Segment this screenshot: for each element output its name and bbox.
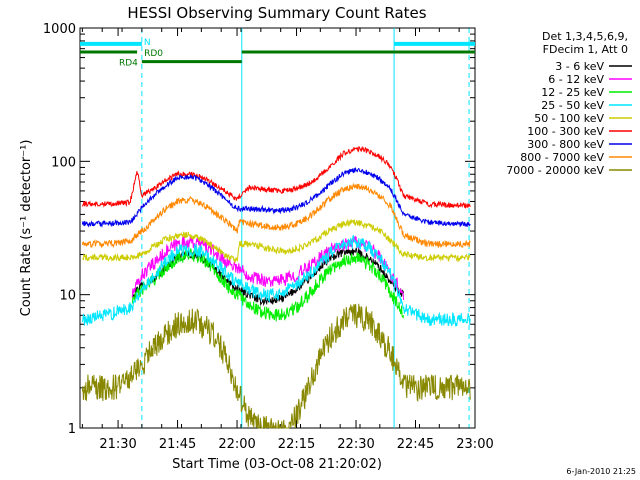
flag-n-label: N	[144, 38, 151, 48]
x-tick-label: 22:00	[218, 437, 255, 452]
y-tick-label: 1	[68, 422, 76, 437]
flag-rd4-label: RD4	[119, 59, 138, 69]
y-tick-label: 1000	[43, 22, 76, 37]
legend-label: 300 - 800 keV	[527, 138, 604, 151]
series-line-6	[81, 145, 471, 209]
x-tick-label: 21:45	[159, 437, 196, 452]
legend-label: 7000 - 20000 keV	[506, 164, 604, 177]
legend-label: 6 - 12 keV	[548, 73, 604, 86]
legend-label: 12 - 25 keV	[541, 86, 604, 99]
x-tick-label: 22:30	[337, 437, 374, 452]
series-line-2	[131, 235, 405, 301]
x-tick-label: 23:00	[456, 437, 493, 452]
x-tick-label: 22:45	[397, 437, 434, 452]
y-tick-label: 100	[51, 155, 76, 170]
legend: Det 1,3,4,5,6,9,FDecim 1, Att 0 3 - 6 keV…	[506, 30, 632, 177]
flag-rd0-label: RD0	[144, 49, 163, 59]
y-tick-label: 10	[59, 289, 76, 304]
legend-label: 3 - 6 keV	[555, 60, 604, 73]
legend-label: 50 - 100 keV	[534, 112, 604, 125]
series-line-7	[81, 167, 471, 228]
legend-header-line: FDecim 1, Att 0	[543, 43, 628, 56]
plot-frame	[79, 27, 476, 429]
timestamp: 6-Jan-2010 21:25	[566, 467, 636, 476]
x-tick-label: 22:15	[278, 437, 315, 452]
series-line-9	[81, 303, 471, 429]
chart-title: HESSI Observing Summary Count Rates	[127, 4, 426, 22]
x-axis-label: Start Time (03-Oct-08 21:20:02)	[172, 457, 382, 472]
legend-header-line: Det 1,3,4,5,6,9,	[542, 30, 628, 43]
x-tick-label: 21:30	[99, 437, 136, 452]
legend-label: 100 - 300 keV	[527, 125, 604, 138]
y-axis-label: Count Rate (s⁻¹ detector⁻¹)	[19, 140, 34, 317]
series-line-8	[81, 182, 471, 249]
series-line-3	[131, 248, 405, 322]
series-line-4	[81, 234, 471, 327]
legend-label: 800 - 7000 keV	[520, 151, 604, 164]
legend-label: 25 - 50 keV	[541, 99, 604, 112]
series-line-5	[82, 218, 471, 264]
